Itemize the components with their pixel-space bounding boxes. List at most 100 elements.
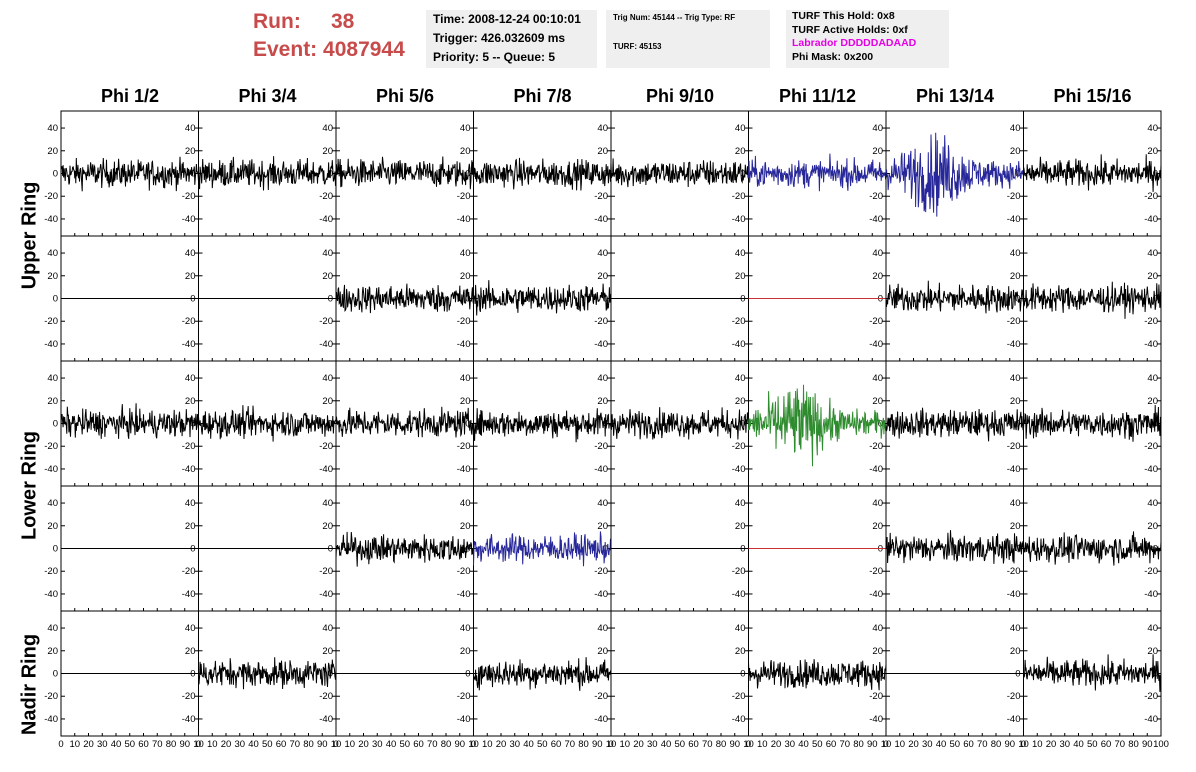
x-tick-label: 0 [1021, 739, 1026, 750]
y-tick-label: -40 [44, 214, 58, 225]
waveform-trace [473, 157, 612, 191]
y-tick-label: 20 [185, 396, 196, 407]
x-tick-label: 30 [234, 739, 245, 750]
y-tick-label: 20 [1010, 271, 1021, 282]
y-tick-label: 40 [597, 498, 608, 509]
y-tick-label: 40 [185, 498, 196, 509]
x-tick-label: 40 [523, 739, 534, 750]
y-tick-label: -40 [44, 589, 58, 600]
x-tick-label: 30 [509, 739, 520, 750]
x-tick-label: 0 [883, 739, 888, 750]
time-text: Time: 2008-12-24 00:10:01 [433, 12, 581, 26]
waveform-trace [60, 403, 199, 439]
waveform-trace [335, 406, 474, 438]
y-tick-label: 20 [322, 146, 333, 157]
x-tick-label: 90 [729, 739, 740, 750]
x-tick-label: 90 [867, 739, 878, 750]
waveform-trace [1023, 404, 1162, 442]
y-tick-label: -20 [319, 191, 333, 202]
x-tick-label: 0 [471, 739, 476, 750]
y-tick-label: -40 [1007, 714, 1021, 725]
y-tick-label: -20 [44, 441, 58, 452]
run-label: Run: [253, 10, 301, 33]
y-tick-label: 40 [322, 373, 333, 384]
x-tick-label: 80 [166, 739, 177, 750]
waveform-trace [198, 156, 337, 191]
y-tick-label: -40 [319, 214, 333, 225]
y-tick-label: -20 [44, 316, 58, 327]
y-tick-label: -20 [182, 566, 196, 577]
y-tick-label: -40 [1144, 214, 1158, 225]
x-tick-label: 10 [482, 739, 493, 750]
y-tick-label: -20 [594, 441, 608, 452]
x-tick-label: 30 [97, 739, 108, 750]
y-tick-label: 20 [185, 146, 196, 157]
y-tick-label: -40 [869, 714, 883, 725]
y-tick-label: -40 [1144, 464, 1158, 475]
x-tick-label: 70 [289, 739, 300, 750]
y-tick-label: 20 [735, 146, 746, 157]
y-tick-label: -20 [457, 441, 471, 452]
y-tick-label: -20 [44, 566, 58, 577]
y-tick-label: 40 [1010, 623, 1021, 634]
y-tick-label: -40 [457, 589, 471, 600]
phi-header: Phi 11/12 [778, 86, 857, 106]
y-tick-label: -20 [1007, 316, 1021, 327]
y-tick-label: -40 [457, 339, 471, 350]
event-label: Event: [253, 38, 318, 61]
y-tick-label: -20 [869, 566, 883, 577]
y-tick-label: 40 [185, 123, 196, 134]
x-tick-label: 10 [1018, 739, 1029, 750]
y-tick-label: 40 [1147, 248, 1158, 259]
y-tick-label: 40 [735, 123, 746, 134]
waveform-trace [885, 132, 1024, 217]
x-tick-label: 90 [592, 739, 603, 750]
y-tick-label: 40 [47, 248, 58, 259]
x-tick-label: 20 [358, 739, 369, 750]
x-tick-label: 0 [333, 739, 338, 750]
y-tick-label: 20 [47, 271, 58, 282]
y-tick-label: -40 [594, 589, 608, 600]
y-tick-label: 20 [47, 646, 58, 657]
y-tick-label: 0 [328, 419, 333, 430]
y-tick-label: 40 [1147, 498, 1158, 509]
turf-info-box: TURF This Hold: 0x8 TURF Active Holds: 0… [786, 10, 949, 68]
x-tick-label: 20 [633, 739, 644, 750]
x-tick-label: 10 [606, 739, 617, 750]
y-tick-label: -20 [319, 691, 333, 702]
y-tick-label: 20 [872, 521, 883, 532]
y-tick-label: -20 [182, 441, 196, 452]
y-tick-label: -20 [732, 191, 746, 202]
x-tick-label: 20 [771, 739, 782, 750]
x-tick-label: 30 [647, 739, 658, 750]
waveform-trace [1023, 281, 1162, 319]
y-tick-label: -20 [1144, 566, 1158, 577]
x-tick-label: 10 [757, 739, 768, 750]
waveform-trace [198, 657, 337, 690]
x-tick-label: 0 [196, 739, 201, 750]
phi-header: Phi 5/6 [375, 86, 435, 106]
y-tick-label: -20 [44, 191, 58, 202]
y-tick-label: -40 [182, 339, 196, 350]
y-tick-label: 40 [322, 623, 333, 634]
x-tick-label: 70 [564, 739, 575, 750]
x-tick-label: 60 [276, 739, 287, 750]
y-tick-label: 40 [47, 623, 58, 634]
y-tick-label: -40 [319, 589, 333, 600]
waveform-trace [60, 156, 199, 192]
x-tick-label: 50 [674, 739, 685, 750]
x-tick-label: 30 [922, 739, 933, 750]
x-tick-label: 70 [152, 739, 163, 750]
y-tick-label: 40 [735, 373, 746, 384]
